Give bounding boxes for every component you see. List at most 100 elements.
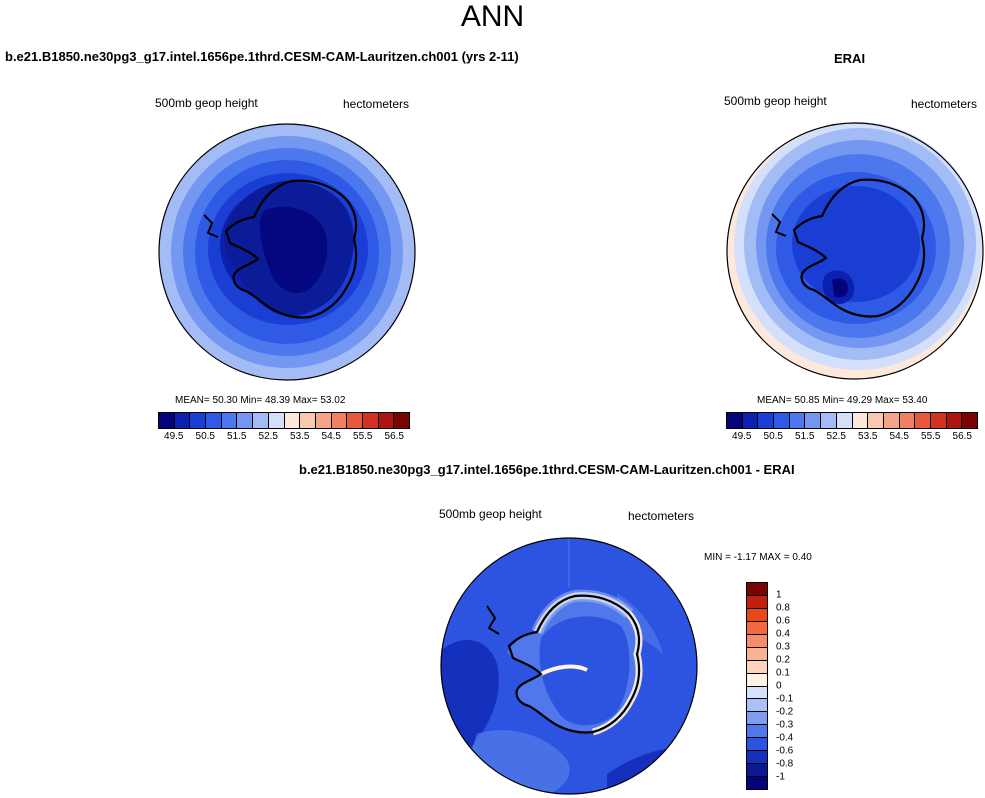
colorbar-swatch xyxy=(962,413,977,428)
colorbar-tick-label: -0.1 xyxy=(776,693,794,705)
panel-2-map xyxy=(726,122,984,380)
panel-1-coastline xyxy=(224,179,358,319)
colorbar-swatch xyxy=(747,738,767,752)
colorbar-swatch xyxy=(758,413,775,428)
colorbar-swatch xyxy=(747,764,767,778)
colorbar-swatch xyxy=(347,413,363,428)
panel-2-units: hectometers xyxy=(911,97,978,111)
colorbar-swatch xyxy=(742,413,759,428)
colorbar-swatch xyxy=(747,777,767,789)
colorbar-tick-label: 49.5 xyxy=(164,431,184,442)
colorbar-tick-label: 51.5 xyxy=(795,431,815,442)
colorbar-tick-label: 54.5 xyxy=(889,431,909,442)
panel-2-title: ERAI xyxy=(834,51,866,66)
colorbar-swatch xyxy=(253,413,269,428)
colorbar-swatch xyxy=(805,413,822,428)
colorbar-swatch xyxy=(378,413,395,428)
colorbar-tick-label: 56.5 xyxy=(952,431,972,442)
panel-2-stats: MEAN= 50.85 Min= 49.29 Max= 53.40 xyxy=(757,395,928,406)
panel-1-units: hectometers xyxy=(343,97,410,111)
colorbar-swatch xyxy=(727,413,743,428)
colorbar-tick-label: 50.5 xyxy=(763,431,783,442)
colorbar-tick-label: -0.3 xyxy=(776,719,794,731)
panel-1-stats: MEAN= 50.30 Min= 48.39 Max= 53.02 xyxy=(175,395,346,406)
colorbar-tick-label: 49.5 xyxy=(732,431,752,442)
panel-2-variable: 500mb geop height xyxy=(724,94,827,108)
colorbar-tick-label: -0.8 xyxy=(776,758,794,770)
colorbar-tick-label: 52.5 xyxy=(258,431,278,442)
colorbar-swatch xyxy=(747,595,767,609)
colorbar-tick-label: 54.5 xyxy=(321,431,341,442)
colorbar-swatch xyxy=(747,660,767,674)
colorbar-tick-label: -0.6 xyxy=(776,745,794,757)
colorbar-swatch xyxy=(852,413,869,428)
panel-1-variable: 500mb geop height xyxy=(155,96,258,110)
colorbar-tick-label: 53.5 xyxy=(858,431,878,442)
colorbar-tick-label: -1 xyxy=(776,771,785,783)
colorbar-swatch xyxy=(237,413,254,428)
colorbar-swatch xyxy=(747,751,767,765)
colorbar-swatch xyxy=(747,673,767,687)
colorbar-swatch xyxy=(747,608,767,622)
panel-3-map xyxy=(440,537,698,795)
colorbar-swatch xyxy=(221,413,238,428)
panel-3-coastline xyxy=(507,594,641,734)
colorbar-tick-label: 52.5 xyxy=(826,431,846,442)
panel-1-map xyxy=(158,123,416,381)
colorbar-tick-label: 53.5 xyxy=(290,431,310,442)
colorbar-swatch xyxy=(789,413,806,428)
colorbar-swatch xyxy=(915,413,931,428)
colorbar-tick-label: 0.6 xyxy=(776,615,790,627)
colorbar-swatch xyxy=(883,413,900,428)
panel-3-units: hectometers xyxy=(628,509,695,523)
colorbar-swatch xyxy=(747,725,767,739)
colorbar-tick-label: 1 xyxy=(776,589,782,601)
panel-3-variable: 500mb geop height xyxy=(439,507,542,521)
panel-3-title: b.e21.B1850.ne30pg3_g17.intel.1656pe.1th… xyxy=(299,462,795,477)
colorbar-swatch xyxy=(930,413,947,428)
colorbar-tick-label: 55.5 xyxy=(353,431,373,442)
colorbar-swatch xyxy=(747,686,767,700)
colorbar-swatch xyxy=(774,413,790,428)
colorbar-swatch xyxy=(315,413,332,428)
colorbar-swatch xyxy=(747,583,767,596)
colorbar-swatch xyxy=(836,413,853,428)
colorbar-tick-label: 55.5 xyxy=(921,431,941,442)
colorbar-tick-label: 56.5 xyxy=(384,431,404,442)
colorbar-tick-label: 0.8 xyxy=(776,602,790,614)
panel-2-coastline xyxy=(792,178,926,318)
main-title: ANN xyxy=(460,0,525,33)
colorbar-swatch xyxy=(747,634,767,648)
colorbar-tick-label: -0.4 xyxy=(776,732,794,744)
colorbar-swatch xyxy=(821,413,837,428)
panel-3-colorbar xyxy=(746,582,768,790)
colorbar-swatch xyxy=(174,413,191,428)
colorbar-swatch xyxy=(284,413,301,428)
panel-2-colorbar xyxy=(726,412,978,429)
colorbar-swatch xyxy=(747,621,767,635)
colorbar-swatch xyxy=(899,413,916,428)
colorbar-swatch xyxy=(300,413,316,428)
colorbar-swatch xyxy=(747,699,767,713)
colorbar-tick-label: 0.4 xyxy=(776,628,790,640)
panel-1-title: b.e21.B1850.ne30pg3_g17.intel.1656pe.1th… xyxy=(5,49,519,64)
colorbar-tick-label: -0.2 xyxy=(776,706,794,718)
colorbar-swatch xyxy=(331,413,348,428)
colorbar-swatch xyxy=(362,413,379,428)
colorbar-swatch xyxy=(268,413,285,428)
panel-1-colorbar xyxy=(158,412,410,429)
panel-3-stats: MIN = -1.17 MAX = 0.40 xyxy=(704,552,812,563)
colorbar-swatch xyxy=(394,413,409,428)
colorbar-swatch xyxy=(206,413,222,428)
colorbar-swatch xyxy=(190,413,207,428)
colorbar-swatch xyxy=(946,413,963,428)
colorbar-tick-label: 0 xyxy=(776,680,782,692)
colorbar-swatch xyxy=(747,712,767,726)
colorbar-swatch xyxy=(868,413,884,428)
colorbar-tick-label: 50.5 xyxy=(195,431,215,442)
colorbar-tick-label: 0.2 xyxy=(776,654,790,666)
colorbar-tick-label: 0.3 xyxy=(776,641,790,653)
colorbar-tick-label: 51.5 xyxy=(227,431,247,442)
colorbar-tick-label: 0.1 xyxy=(776,667,790,679)
colorbar-swatch xyxy=(159,413,175,428)
